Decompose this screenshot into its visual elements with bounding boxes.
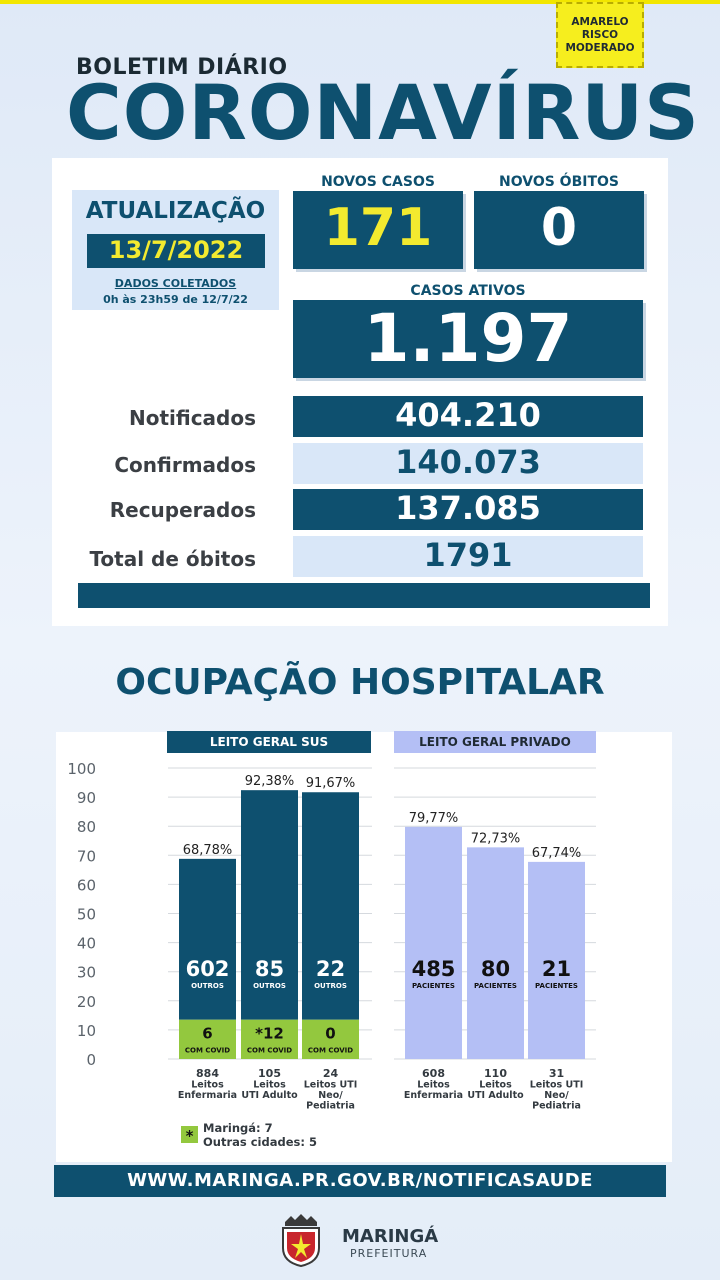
stats-footer-bar (78, 583, 650, 608)
risk-line-3: MODERADO (565, 42, 635, 54)
risk-line-1: AMARELO (571, 16, 629, 28)
top-accent-line (0, 0, 720, 4)
stat-label-recovered: Recuperados (109, 498, 256, 522)
stat-label-notified: Notificados (128, 406, 256, 430)
stat-value-notified: 404.210 (395, 396, 541, 434)
new-deaths-value: 0 (540, 198, 578, 258)
stat-box-recovered (293, 489, 643, 530)
stat-box-notified (293, 396, 643, 437)
stat-box-confirmed (293, 443, 643, 484)
stat-value-confirmed: 140.073 (395, 443, 541, 481)
group-header-sus: LEITO GERAL SUS (167, 731, 371, 753)
new-cases-box (293, 191, 463, 269)
collected-label: DADOS COLETADOS (114, 277, 237, 290)
risk-line-2: RISCO (581, 29, 619, 41)
new-cases-value: 171 (323, 198, 433, 258)
new-deaths-label: NOVOS ÓBITOS (498, 174, 619, 190)
update-date-box (87, 234, 265, 268)
stat-value-total-deaths: 1791 (423, 536, 513, 574)
org-subtitle: PREFEITURA (350, 1247, 428, 1260)
bulletin-subtitle: BOLETIM DIÁRIO (76, 55, 288, 80)
update-title: ATUALIZAÇÃO (85, 198, 266, 224)
city-coat-of-arms-icon (282, 1214, 320, 1268)
org-name: MARINGÁ (342, 1226, 439, 1247)
new-cases-label: NOVOS CASOS (321, 174, 435, 190)
active-cases-label: CASOS ATIVOS (410, 283, 526, 299)
page-title: CORONAVÍRUS (66, 68, 700, 157)
stat-label-total-deaths: Total de óbitos (89, 547, 256, 571)
website-bar (54, 1165, 666, 1197)
new-deaths-box (474, 191, 644, 269)
active-cases-box (293, 300, 643, 378)
update-date: 13/7/2022 (108, 236, 244, 264)
risk-level-badge: AMARELO RISCO MODERADO (556, 2, 644, 68)
stat-box-total-deaths (293, 536, 643, 577)
stat-label-confirmed: Confirmados (114, 453, 256, 477)
section-title: OCUPAÇÃO HOSPITALAR (115, 662, 605, 703)
website-link[interactable]: WWW.MARINGA.PR.GOV.BR/NOTIFICASAUDE (127, 1170, 593, 1191)
group-header-private: LEITO GERAL PRIVADO (394, 731, 596, 753)
chart-background (56, 732, 672, 1162)
stat-value-recovered: 137.085 (395, 489, 541, 527)
collected-range: 0h às 23h59 de 12/7/22 (103, 293, 248, 306)
active-cases-value: 1.197 (363, 300, 573, 377)
